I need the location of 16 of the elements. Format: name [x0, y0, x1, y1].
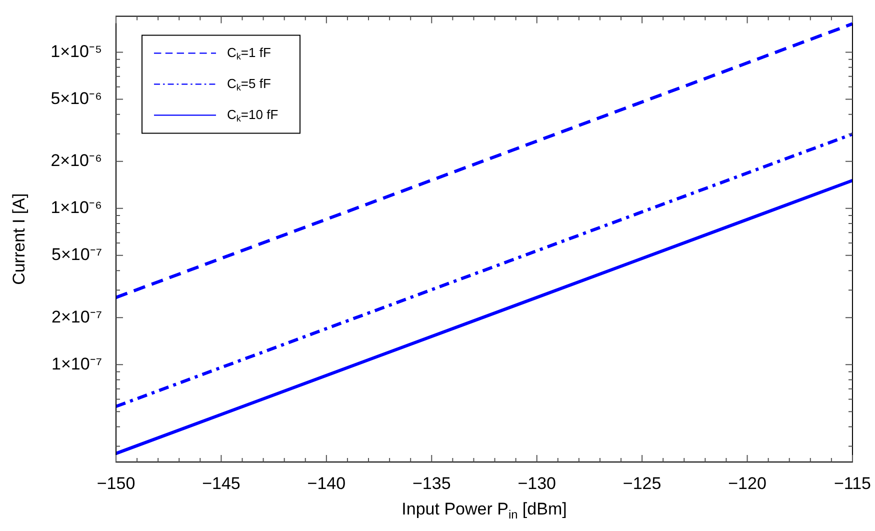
y-tick-label: 1×10⁻⁷	[52, 354, 102, 374]
y-tick-label: 2×10⁻⁷	[52, 307, 102, 326]
x-tick-label: −140	[307, 474, 346, 493]
y-axis-title: Current I [A]	[10, 193, 29, 285]
y-tick-label: 2×10⁻⁶	[50, 151, 102, 170]
y-tick-label: 5×10⁻⁷	[52, 245, 102, 264]
x-tick-label: −135	[412, 474, 451, 493]
x-tick-label: −115	[834, 474, 871, 493]
x-tick-label: −125	[622, 474, 662, 493]
x-tick-label: −145	[202, 474, 240, 493]
x-tick-label: −120	[728, 474, 766, 493]
y-tick-label: 1×10⁻⁶	[50, 198, 102, 218]
x-tick-label: −150	[96, 474, 136, 493]
y-tick-label: 1×10⁻⁵	[50, 42, 102, 61]
y-tick-label: 5×10⁻⁶	[50, 88, 102, 108]
x-tick-label: −130	[518, 474, 556, 493]
